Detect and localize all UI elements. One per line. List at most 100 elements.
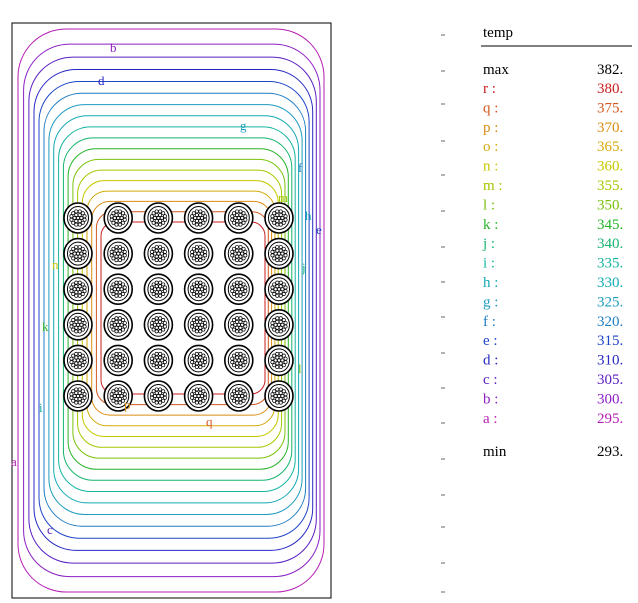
contour-line (28, 56, 317, 564)
domain-boundary (11, 22, 332, 599)
conductor (103, 380, 133, 412)
legend: temp max 382. r : 380. q : 375. p : 370. o : 36… (481, 25, 632, 460)
conductor (264, 202, 294, 234)
contour-label: a (11, 454, 17, 469)
conductor (143, 380, 174, 412)
contour-lines (17, 28, 325, 593)
legend-max-label: max (483, 62, 509, 78)
conductor (224, 380, 254, 412)
conductor (103, 273, 133, 306)
legend-level-label: r : (483, 81, 496, 97)
conductor (63, 202, 93, 234)
contour-label: n (52, 257, 59, 272)
conductor (143, 344, 174, 377)
legend-level-label: l : (483, 197, 495, 213)
contour-label: m (278, 190, 288, 205)
contour-line (77, 169, 283, 448)
legend-level-value: 315. (597, 333, 623, 349)
legend-level-label: p : (483, 120, 498, 136)
legend-level-label: g : (483, 294, 498, 310)
conductor (183, 308, 214, 341)
contour-line (95, 211, 269, 406)
legend-level-label: j : (482, 236, 495, 252)
conductor (264, 344, 294, 377)
axis-ticks (441, 34, 445, 593)
contour-labels: a b c d e f g h i j k l m n p q (11, 40, 322, 537)
legend-level-label: d : (483, 353, 498, 369)
contour-line (72, 158, 286, 459)
conductor (103, 202, 133, 234)
contour-label: c (47, 522, 53, 537)
legend-level-value: 370. (597, 120, 623, 136)
legend-level-value: 340. (597, 236, 623, 252)
legend-level-label: o : (483, 139, 498, 155)
conductor (63, 308, 93, 341)
conductor (264, 273, 294, 306)
conductor (224, 344, 254, 377)
legend-level-value: 320. (597, 314, 623, 330)
contour-line (38, 81, 310, 539)
contour-line (100, 221, 266, 395)
conductor (103, 344, 133, 377)
contour-line (53, 115, 300, 504)
contour-label: f (298, 160, 303, 175)
legend-title: temp (483, 25, 513, 41)
conductor (63, 344, 93, 377)
conductor (183, 237, 214, 270)
conductor (224, 308, 254, 341)
conductor (143, 273, 174, 306)
conductor (63, 273, 93, 306)
legend-level-value: 310. (597, 353, 623, 369)
conductor (183, 202, 214, 234)
legend-level-label: i : (483, 256, 495, 272)
conductor-array (63, 202, 294, 412)
legend-level-value: 345. (597, 217, 623, 233)
legend-level-label: a : (483, 411, 498, 427)
contour-line (33, 69, 314, 551)
conductor (224, 237, 254, 270)
contour-line (62, 137, 293, 481)
conductor (143, 237, 174, 270)
legend-level-label: f : (483, 314, 496, 330)
contour-label: k (42, 319, 49, 334)
contour-label: p (124, 397, 131, 412)
contour-line (58, 126, 296, 493)
conductor (264, 237, 294, 270)
contour-line (48, 104, 303, 515)
legend-max-value: 382. (597, 62, 623, 78)
legend-level-value: 380. (597, 81, 623, 97)
conductor (224, 273, 254, 306)
contour-label: g (240, 118, 247, 133)
conductor (103, 237, 133, 270)
legend-level-value: 365. (597, 139, 623, 155)
contour-label: q (206, 414, 213, 429)
conductor (63, 380, 93, 412)
contour-line (43, 92, 307, 527)
legend-level-label: k : (483, 217, 498, 233)
contour-label: l (298, 361, 302, 376)
contour-label: e (316, 222, 322, 237)
conductor (183, 380, 214, 412)
legend-level-label: e : (483, 333, 498, 349)
legend-level-label: h : (483, 275, 498, 291)
conductor (264, 380, 294, 412)
conductor (183, 273, 214, 306)
conductor (103, 308, 133, 341)
conductor (183, 344, 214, 377)
legend-level-label: q : (483, 100, 498, 116)
conductor (143, 308, 174, 341)
legend-level-value: 295. (597, 411, 623, 427)
legend-level-value: 350. (597, 197, 623, 213)
legend-level-label: b : (483, 391, 498, 407)
legend-level-value: 360. (597, 159, 623, 175)
contour-line (17, 28, 325, 593)
legend-min-value: 293. (597, 444, 623, 460)
contour-label: j (301, 260, 306, 275)
legend-level-label: c : (483, 372, 498, 388)
contour-label: b (110, 40, 117, 55)
legend-level-value: 300. (597, 391, 623, 407)
legend-min-label: min (483, 444, 507, 460)
contour-label: i (39, 400, 43, 415)
conductor (143, 202, 174, 234)
